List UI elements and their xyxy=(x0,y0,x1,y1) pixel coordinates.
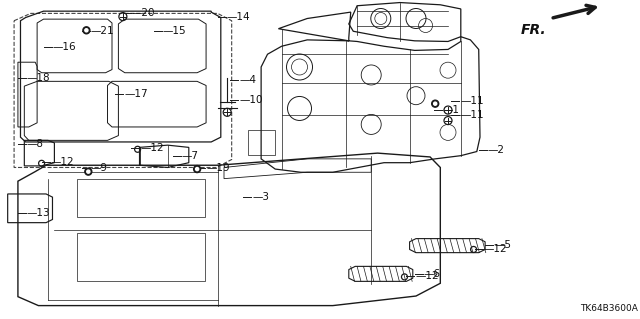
Text: —4: —4 xyxy=(239,75,257,85)
Circle shape xyxy=(85,29,88,32)
Text: —12: —12 xyxy=(51,157,74,167)
Text: —3: —3 xyxy=(252,192,269,202)
Text: —15: —15 xyxy=(163,26,186,36)
Text: —19: —19 xyxy=(206,163,230,174)
Circle shape xyxy=(83,27,90,34)
Text: —21: —21 xyxy=(91,26,115,36)
Text: —1: —1 xyxy=(443,105,460,115)
Text: —6: —6 xyxy=(424,269,441,279)
Text: —14: —14 xyxy=(227,11,250,22)
Text: —16: —16 xyxy=(52,42,76,52)
Circle shape xyxy=(196,167,198,171)
Circle shape xyxy=(432,100,438,107)
Circle shape xyxy=(434,102,436,105)
Text: —12: —12 xyxy=(484,244,508,255)
Text: —7: —7 xyxy=(182,151,199,161)
Circle shape xyxy=(85,168,92,175)
Text: —18: —18 xyxy=(27,73,51,83)
Text: —10: —10 xyxy=(239,94,263,105)
Text: —20: —20 xyxy=(132,8,156,19)
Text: —5: —5 xyxy=(494,240,511,250)
Text: —8: —8 xyxy=(27,139,44,149)
Text: —17: —17 xyxy=(124,89,148,99)
Text: —12: —12 xyxy=(415,271,439,281)
Circle shape xyxy=(87,170,90,173)
Text: FR.: FR. xyxy=(521,23,547,36)
Circle shape xyxy=(194,166,200,173)
Text: —11: —11 xyxy=(460,96,484,107)
Text: —2: —2 xyxy=(488,145,505,155)
Text: —12: —12 xyxy=(140,143,164,153)
Text: TK64B3600A: TK64B3600A xyxy=(580,304,638,313)
Text: —13: —13 xyxy=(27,208,51,218)
Text: —11: —11 xyxy=(460,110,484,121)
Text: —9: —9 xyxy=(91,163,108,174)
